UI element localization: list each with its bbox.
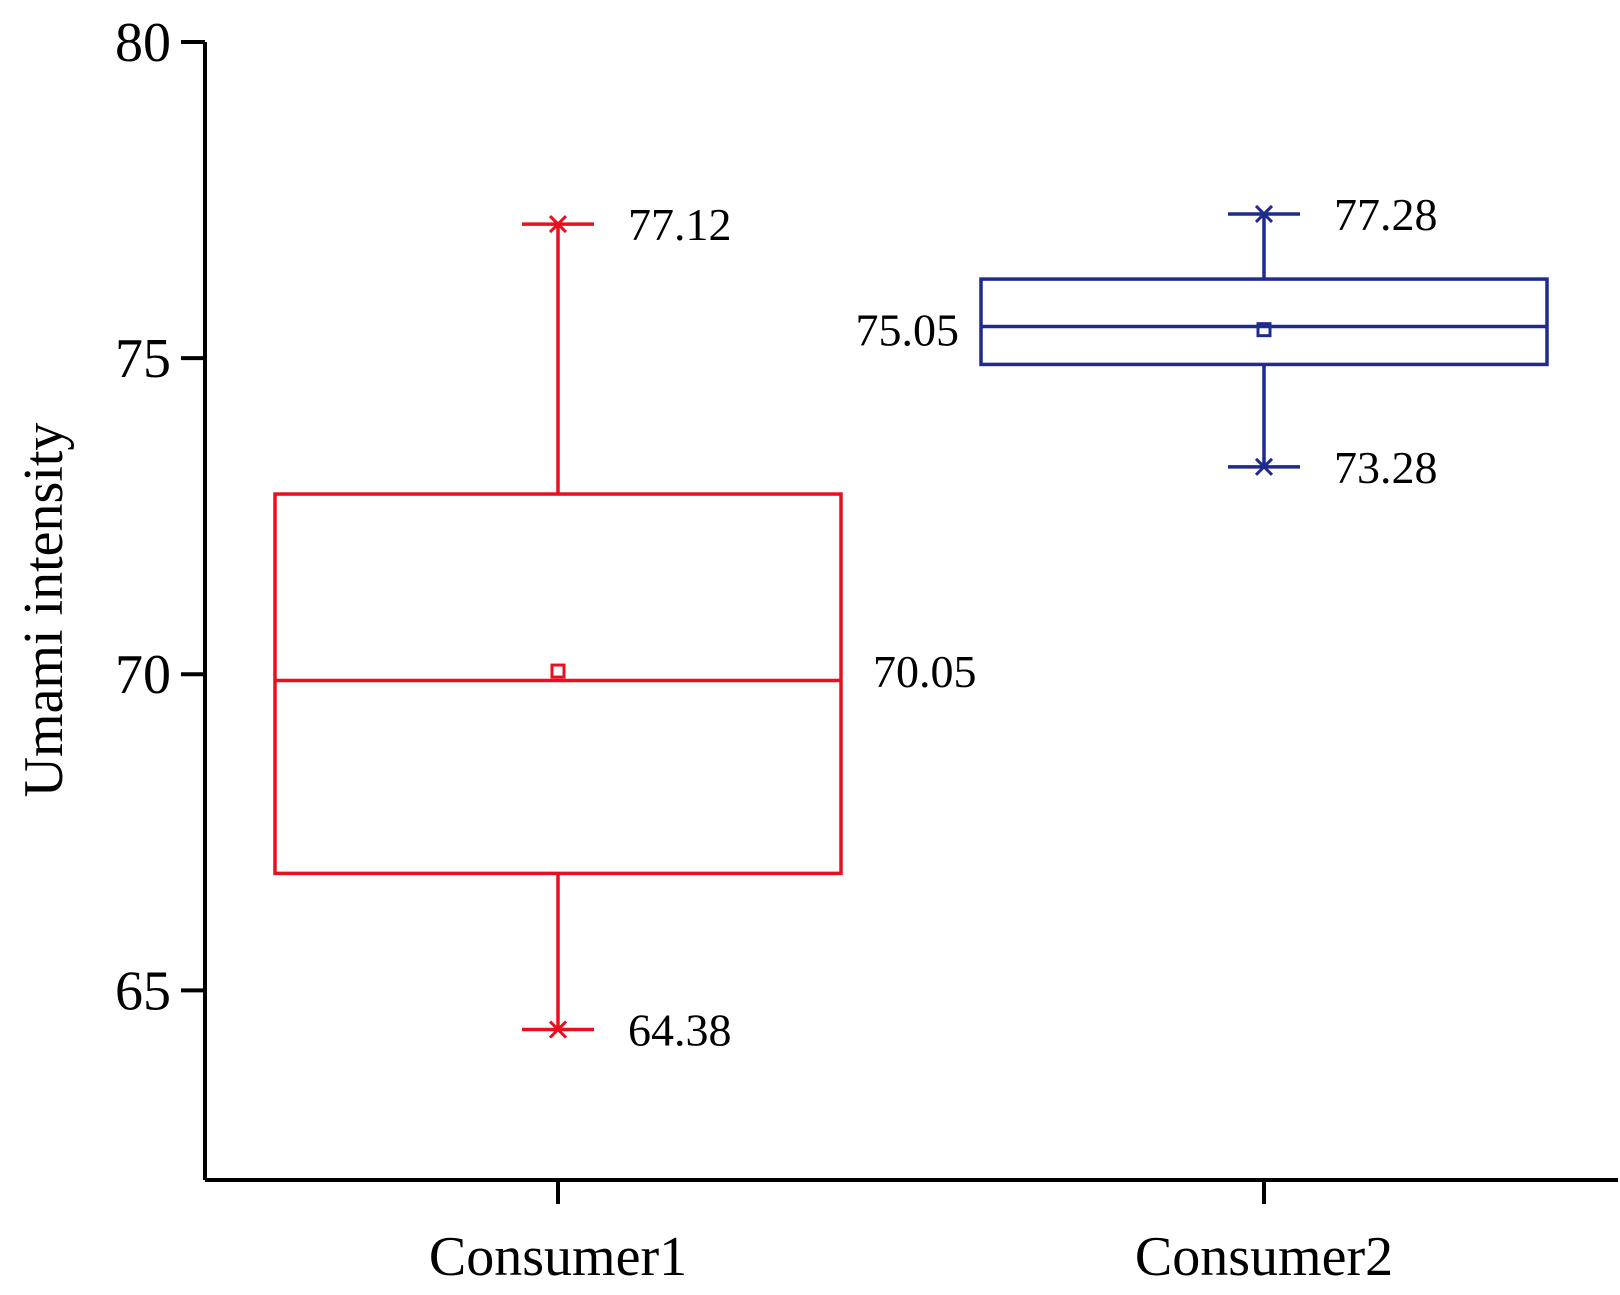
min-marker — [1254, 457, 1274, 476]
max-marker — [548, 215, 568, 234]
y-axis-title: Umami intensity — [13, 423, 75, 798]
max-value-label: 77.28 — [1334, 189, 1438, 240]
min-value-label: 73.28 — [1334, 442, 1438, 493]
x-category-label: Consumer2 — [1135, 1226, 1393, 1288]
min-value-label: 64.38 — [628, 1005, 732, 1056]
box-iqr — [979, 277, 1549, 367]
mean-value-label: 75.05 — [856, 305, 960, 356]
mean-marker — [550, 663, 566, 679]
box-group-consumer2: 77.28 73.28 75.05 — [856, 189, 1549, 493]
mean-value-label: 70.05 — [873, 646, 977, 697]
mean-marker — [1256, 322, 1272, 338]
min-marker — [548, 1020, 568, 1039]
box-iqr — [273, 492, 843, 876]
y-tick-label: 65 — [115, 960, 171, 1022]
y-tick-label: 80 — [115, 12, 171, 74]
max-value-label: 77.12 — [628, 199, 732, 250]
plot-area: 65 70 75 80 Consumer1 Consumer2 77.12 64.38 70.0… — [115, 12, 1618, 1288]
x-category-label: Consumer1 — [429, 1226, 687, 1288]
y-tick-label: 70 — [115, 644, 171, 706]
y-tick-label: 75 — [115, 328, 171, 390]
box-group-consumer1: 77.12 64.38 70.05 — [273, 199, 977, 1056]
max-marker — [1254, 204, 1274, 224]
